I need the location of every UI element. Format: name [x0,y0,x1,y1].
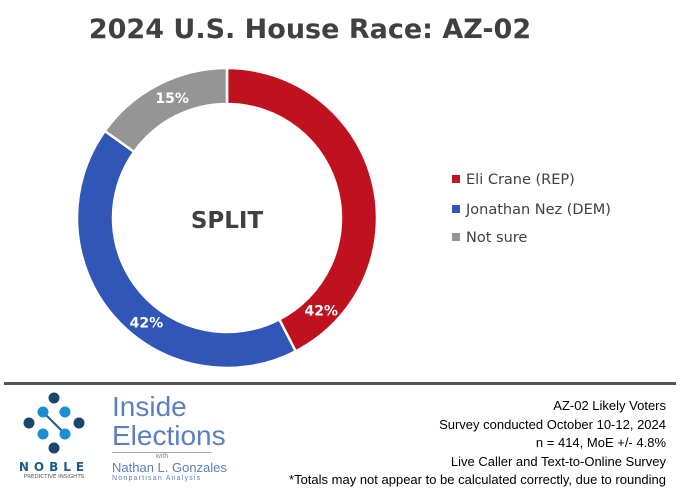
legend-item-dem: Jonathan Nez (DEM) [452,202,611,218]
logo-line2: Elections [112,420,226,451]
legend-swatch [452,175,460,183]
logo-line1: Inside [112,391,187,422]
legend-label: Jonathan Nez (DEM) [466,202,611,218]
center-label: SPLIT [191,208,264,234]
note-line: *Totals may not appear to be calculated … [289,472,666,487]
data-label: 42% [305,303,339,319]
legend-label: Eli Crane (REP) [466,172,575,188]
donut-chart: 42% 42% 15% SPLIT [75,66,379,370]
note-line: Survey conducted October 10-12, 2024 [439,416,666,432]
data-label: 15% [155,91,189,107]
note-line: Live Caller and Text-to-Online Survey [450,453,666,469]
legend-swatch [452,233,460,241]
noble-logo: NOBLE PREDICTIVE INSIGHTS [14,392,94,480]
donut-slice [103,66,229,154]
logo-with: with [112,452,212,460]
noble-sub: PREDICTIVE INSIGHTS [23,474,85,480]
data-label: 42% [130,316,164,332]
donut-slice [225,66,379,354]
logo-author: Nathan L. Gonzales [112,460,227,475]
note-line: AZ-02 Likely Voters [553,398,666,413]
legend-swatch [452,205,460,213]
inside-elections-logo: Inside Elections with Nathan L. Gonzales… [112,392,227,482]
divider [4,382,676,385]
logo-tagline: Nonpartisan Analysis [112,475,202,482]
donut-slice [75,129,298,370]
survey-notes: AZ-02 Likely Voters Survey conducted Oct… [289,397,666,490]
legend-item-rep: Eli Crane (REP) [452,172,575,188]
chart-title: 2024 U.S. House Race: AZ-02 [88,14,532,45]
legend-label: Not sure [466,230,528,246]
note-line: n = 414, MoE +/- 4.8% [535,435,666,450]
noble-network-icon [23,392,85,454]
legend-item-not-sure: Not sure [452,230,527,246]
noble-name: NOBLE [18,460,90,474]
